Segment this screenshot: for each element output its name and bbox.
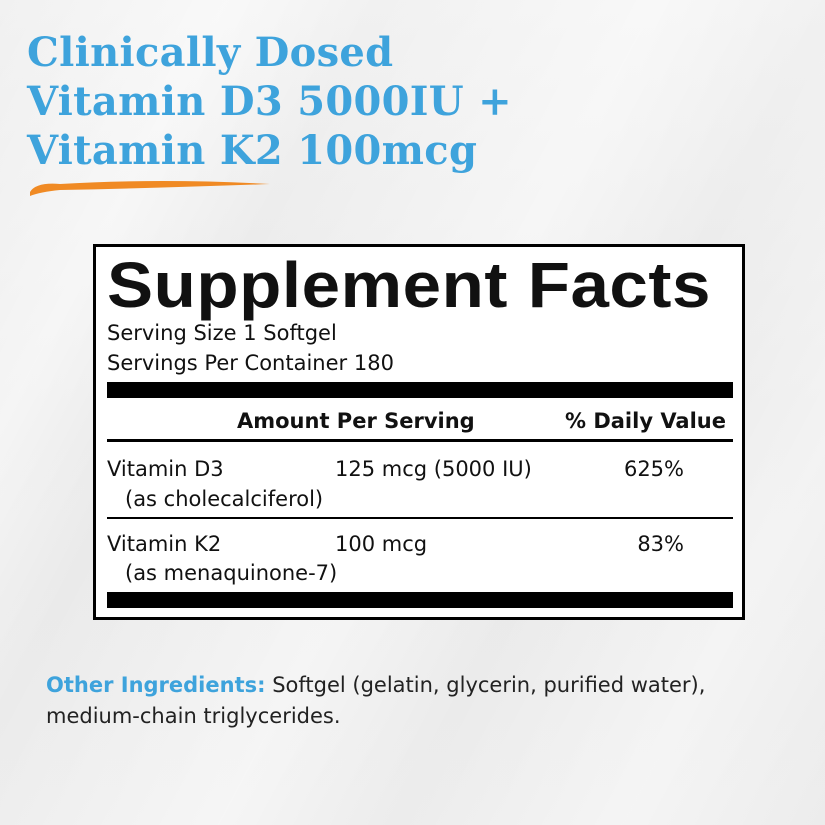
nutrient-source: (as cholecalciferol) <box>125 487 324 511</box>
rule <box>107 517 733 519</box>
nutrient-source: (as menaquinone-7) <box>125 561 338 585</box>
column-header: Amount Per Serving <box>237 409 475 433</box>
servings-per-container: Servings Per Container 180 <box>107 351 394 375</box>
serving-size: Serving Size 1 Softgel <box>107 321 337 345</box>
nutrient-name: Vitamin K2 <box>107 532 222 556</box>
nutrient-amount: 125 mcg (5000 IU) <box>335 457 532 481</box>
other-ingredients-label: Other Ingredients: <box>46 673 266 697</box>
nutrient-daily-value: 625% <box>623 457 684 481</box>
nutrient-amount: 100 mcg <box>335 532 428 556</box>
other-ingredients-text: Softgel (gelatin, glycerin, purified wat… <box>46 673 706 728</box>
headline-line: Clinically Dosed <box>27 29 394 76</box>
supplement-facts-panel: Supplement Facts Serving Size 1 Softgel … <box>93 244 745 620</box>
nutrient-daily-value: 83% <box>637 532 684 556</box>
other-ingredients: Other Ingredients: Softgel (gelatin, gly… <box>46 670 786 732</box>
swoosh-shape <box>30 181 270 196</box>
thick-rule <box>107 592 733 608</box>
swoosh <box>30 181 270 196</box>
nutrient-name: Vitamin D3 <box>107 457 224 481</box>
rule <box>107 439 733 442</box>
column-header: % Daily Value <box>564 409 726 433</box>
headline-line: Vitamin D3 5000IU + <box>27 78 512 125</box>
headline-line: Vitamin K2 100mcg <box>27 127 478 174</box>
thick-rule <box>107 382 733 398</box>
facts-title: Supplement Facts <box>107 249 711 321</box>
